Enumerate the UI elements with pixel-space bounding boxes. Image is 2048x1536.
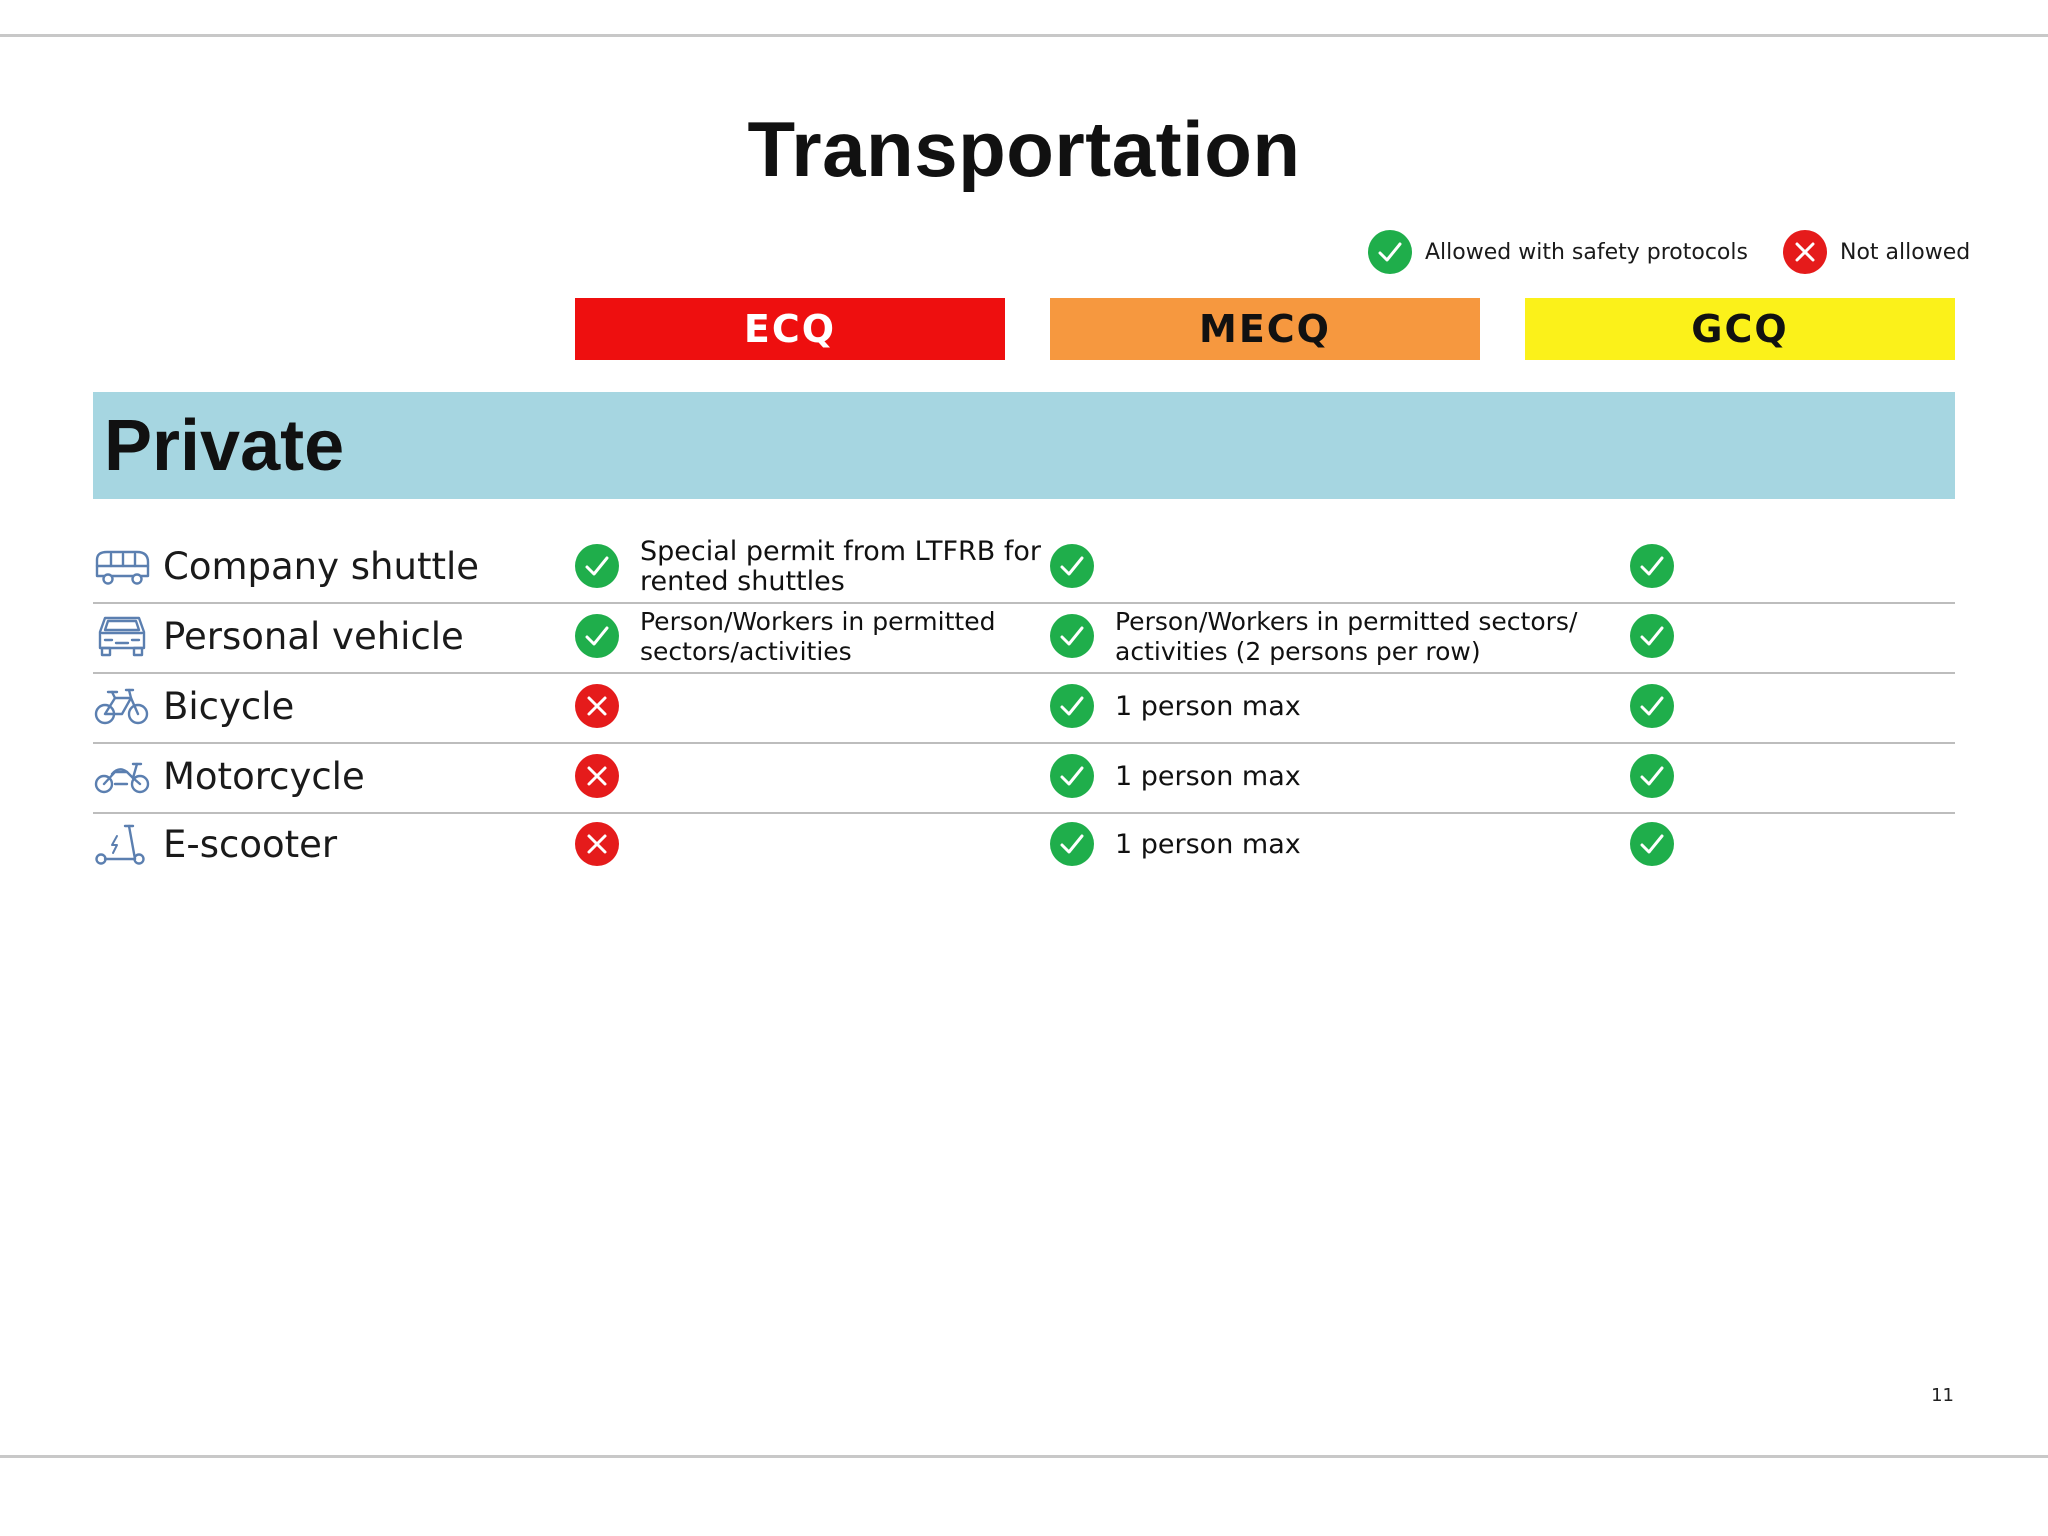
check-icon — [575, 614, 619, 658]
vehicle-name: Company shuttle — [163, 545, 480, 588]
check-icon — [1630, 822, 1674, 866]
bicycle-icon — [93, 684, 151, 728]
ecq-note: Person/Workers in permitted sectors/acti… — [640, 607, 996, 666]
check-icon — [1050, 822, 1094, 866]
cross-icon — [575, 822, 619, 866]
mecq-note: 1 person max — [1115, 829, 1301, 860]
vehicle-name: E-scooter — [163, 823, 338, 866]
check-icon — [1050, 544, 1094, 588]
phase-header-gcq: GCQ — [1525, 298, 1955, 360]
page-title: Transportation — [747, 105, 1301, 193]
legend-allowed: Allowed with safety protocols — [1368, 228, 1748, 276]
page-number: 11 — [1931, 1385, 1954, 1406]
check-icon — [1050, 754, 1094, 798]
section-band-private: Private — [93, 392, 1955, 499]
car-icon — [93, 614, 151, 658]
table-row: Personal vehicle Person/Workers in permit… — [93, 602, 1955, 674]
cross-icon — [575, 684, 619, 728]
cross-icon — [1783, 230, 1827, 274]
motorcycle-icon — [93, 754, 151, 798]
legend-not-allowed: Not allowed — [1783, 228, 1970, 276]
ecq-note: Special permit from LTFRB for rented shu… — [640, 536, 1041, 597]
vehicle-name: Personal vehicle — [163, 615, 464, 658]
mecq-note: 1 person max — [1115, 691, 1301, 722]
section-title: Private — [104, 405, 345, 486]
legend-not-allowed-label: Not allowed — [1840, 239, 1971, 265]
check-icon — [1368, 230, 1412, 274]
check-icon — [1050, 684, 1094, 728]
check-icon — [1630, 614, 1674, 658]
mecq-note: 1 person max — [1115, 761, 1301, 792]
table-row: Company shuttle Special permit from LTFRB… — [93, 532, 1955, 604]
e-scooter-icon — [93, 822, 151, 866]
table-row: Motorcycle 1 person max — [93, 742, 1955, 814]
phase-header-mecq: MECQ — [1050, 298, 1480, 360]
vehicle-name: Motorcycle — [163, 755, 365, 798]
check-icon — [1630, 754, 1674, 798]
check-icon — [1630, 544, 1674, 588]
table-row: E-scooter 1 person max — [93, 810, 1955, 880]
vehicle-name: Bicycle — [163, 685, 295, 728]
shuttle-bus-icon — [93, 544, 151, 588]
table-row: Bicycle 1 person max — [93, 672, 1955, 744]
cross-icon — [575, 754, 619, 798]
mecq-note: Person/Workers in permitted sectors/ act… — [1115, 607, 1578, 666]
check-icon — [1630, 684, 1674, 728]
bottom-rule — [0, 1455, 2048, 1458]
phase-header-ecq: ECQ — [575, 298, 1005, 360]
check-icon — [575, 544, 619, 588]
legend-allowed-label: Allowed with safety protocols — [1425, 239, 1748, 265]
top-rule — [0, 34, 2048, 37]
check-icon — [1050, 614, 1094, 658]
